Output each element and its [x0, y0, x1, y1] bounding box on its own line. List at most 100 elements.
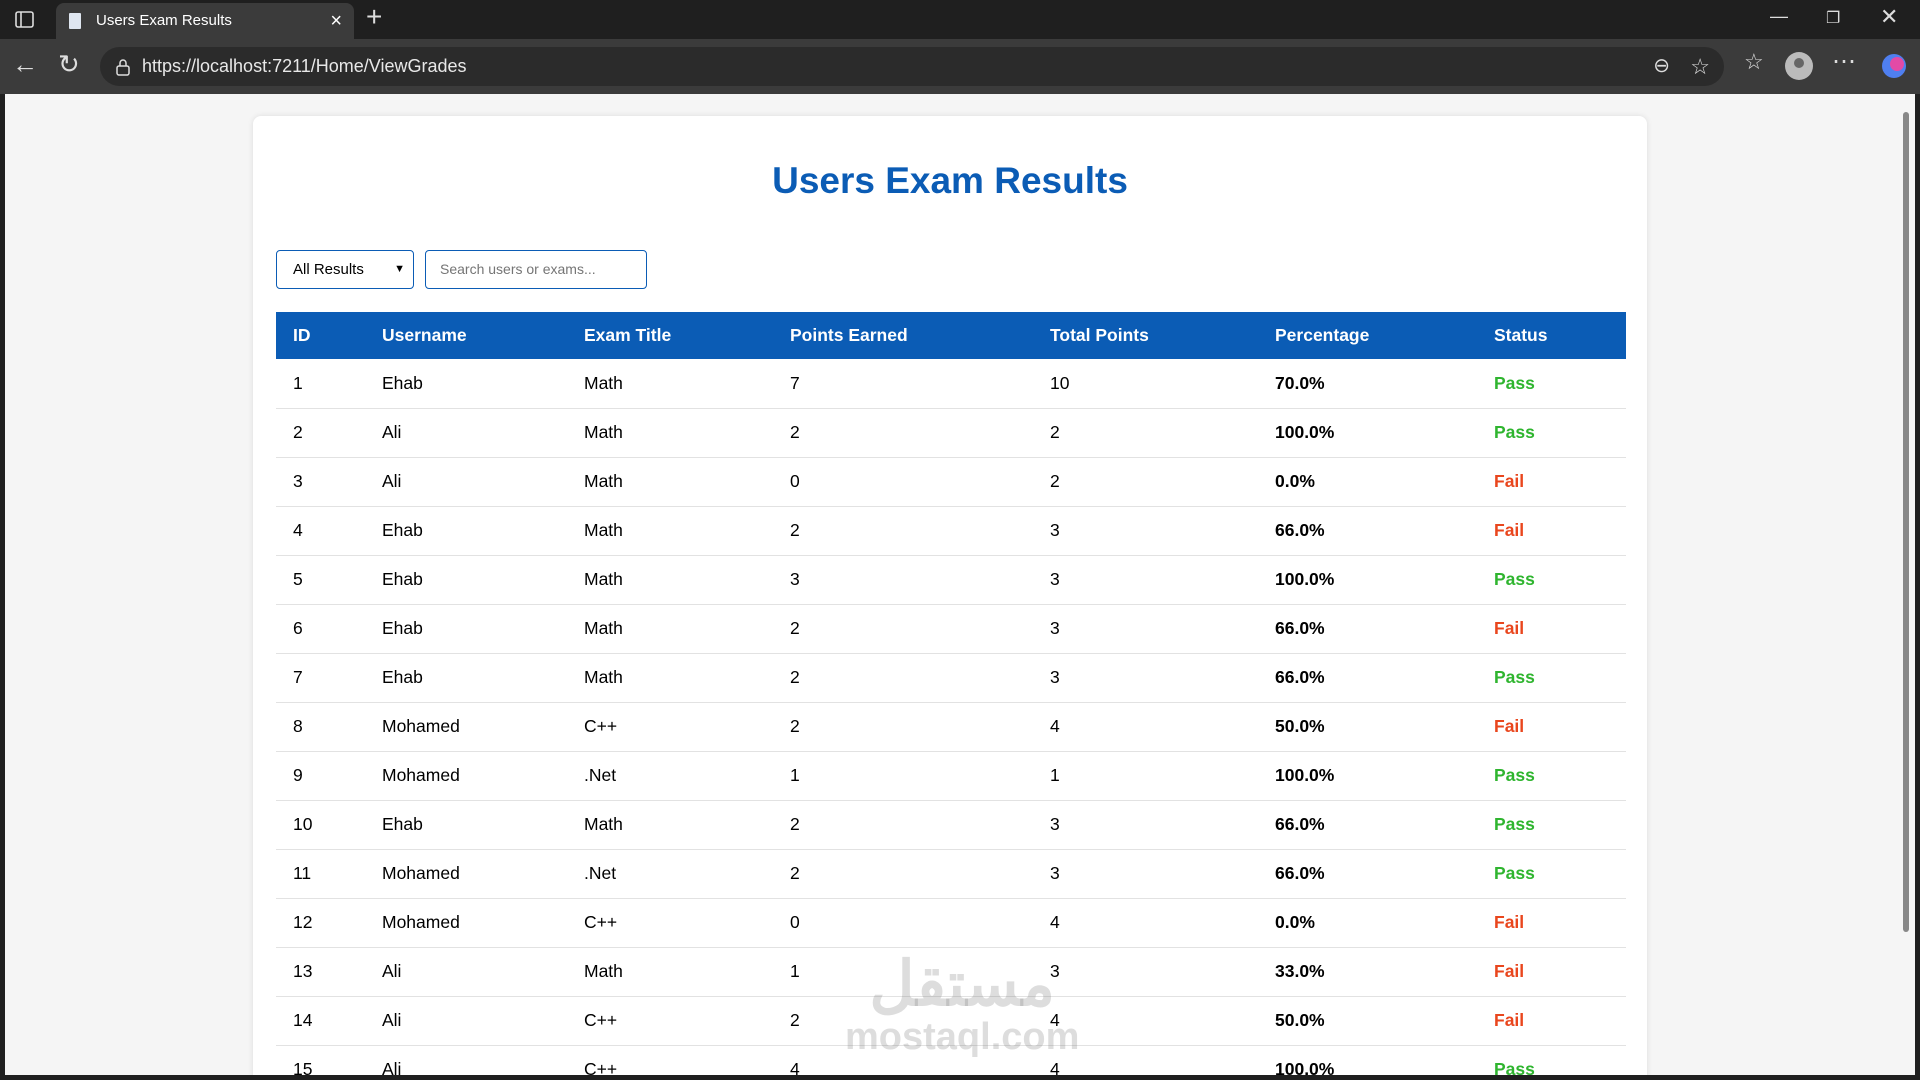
table-cell: 100.0%	[1258, 555, 1477, 605]
new-tab[interactable]: +	[366, 1, 383, 32]
table-cell: 11	[276, 849, 365, 899]
reload[interactable]: ↻	[58, 49, 80, 79]
table-cell: 33.0%	[1258, 947, 1477, 997]
table-cell: 3	[773, 555, 1033, 605]
table-cell: 0	[773, 457, 1033, 507]
table-row: 14 Ali C++ 2 4 50.0% Fail	[276, 996, 1626, 1046]
address-bar: ← ↻ https://localhost:7211/Home/ViewGrad…	[0, 39, 1920, 94]
table-cell: Ali	[365, 1045, 567, 1075]
card: Users Exam Results All Results ▼ Search u…	[253, 116, 1647, 1075]
table-cell: 4	[1033, 1045, 1258, 1075]
tab[interactable]: Users Exam Results ×	[56, 3, 354, 39]
table-cell: 2	[1033, 408, 1258, 458]
filter-value: All Results	[293, 261, 364, 278]
table-cell: Pass	[1477, 849, 1626, 899]
table-cell: 13	[276, 947, 365, 997]
table-cell: 0.0%	[1258, 898, 1477, 948]
table-row: 5 Ehab Math 3 3 100.0% Pass	[276, 555, 1626, 605]
tab-close[interactable]: ×	[330, 10, 342, 32]
table-cell: Math	[567, 506, 773, 556]
table-row: 8 Mohamed C++ 2 4 50.0% Fail	[276, 702, 1626, 752]
table-cell: Ehab	[365, 653, 567, 703]
table-cell: 10	[1033, 359, 1258, 409]
table-cell: Fail	[1477, 947, 1626, 997]
table-cell: 100.0%	[1258, 751, 1477, 801]
copilot[interactable]	[1880, 52, 1908, 80]
search-placeholder: Search users or exams...	[440, 261, 596, 277]
table-row: 3 Ali Math 0 2 0.0% Fail	[276, 457, 1626, 507]
table-cell: 3	[276, 457, 365, 507]
minimize[interactable]: —	[1770, 6, 1788, 26]
sidebar-icon[interactable]	[13, 8, 37, 32]
table-cell: Fail	[1477, 457, 1626, 507]
column-header: ID	[276, 312, 365, 359]
url: https://localhost:7211/Home/ViewGrades	[142, 56, 467, 76]
table-cell: 8	[276, 702, 365, 752]
filter-select[interactable]: All Results ▼	[276, 250, 414, 289]
table-cell: 2	[773, 408, 1033, 458]
table-cell: 2	[773, 849, 1033, 899]
table-cell: 14	[276, 996, 365, 1046]
tab-icon	[69, 13, 81, 29]
restore[interactable]: ❐	[1826, 10, 1841, 27]
table-cell: Pass	[1477, 653, 1626, 703]
search-input[interactable]: Search users or exams...	[425, 250, 647, 289]
table-cell: Mohamed	[365, 751, 567, 801]
table-cell: 100.0%	[1258, 1045, 1477, 1075]
table-cell: 2	[773, 653, 1033, 703]
table-cell: Fail	[1477, 702, 1626, 752]
table-cell: 66.0%	[1258, 604, 1477, 654]
table-cell: Math	[567, 457, 773, 507]
table-cell: Ehab	[365, 555, 567, 605]
table-row: 12 Mohamed C++ 0 4 0.0% Fail	[276, 898, 1626, 948]
scroll-thumb[interactable]	[1903, 112, 1909, 932]
table-row: 15 Ali C++ 4 4 100.0% Pass	[276, 1045, 1626, 1075]
table-cell: Math	[567, 555, 773, 605]
table-row: 1 Ehab Math 7 10 70.0% Pass	[276, 359, 1626, 409]
table-cell: 70.0%	[1258, 359, 1477, 409]
table-cell: 2	[773, 800, 1033, 850]
url-box[interactable]: https://localhost:7211/Home/ViewGrades ⊖…	[100, 47, 1724, 86]
table-row: 6 Ehab Math 2 3 66.0% Fail	[276, 604, 1626, 654]
table-cell: 1	[773, 947, 1033, 997]
table-row: 7 Ehab Math 2 3 66.0% Pass	[276, 653, 1626, 703]
table-cell: Math	[567, 800, 773, 850]
table-row: 11 Mohamed .Net 2 3 66.0% Pass	[276, 849, 1626, 899]
table-cell: 3	[1033, 604, 1258, 654]
table-cell: Ali	[365, 996, 567, 1046]
table-cell: 4	[276, 506, 365, 556]
tab-bar: Users Exam Results × + — ❐ ✕	[0, 0, 1920, 39]
table-cell: 50.0%	[1258, 702, 1477, 752]
table-cell: 4	[1033, 898, 1258, 948]
table-cell: 7	[276, 653, 365, 703]
table-cell: Mohamed	[365, 898, 567, 948]
table-cell: 3	[1033, 947, 1258, 997]
column-header: Total Points	[1033, 312, 1258, 359]
table-row: 2 Ali Math 2 2 100.0% Pass	[276, 408, 1626, 458]
table-cell: .Net	[567, 751, 773, 801]
back[interactable]: ←	[12, 49, 38, 79]
table-cell: Math	[567, 604, 773, 654]
table-cell: 3	[1033, 555, 1258, 605]
table-cell: C++	[567, 898, 773, 948]
table-cell: 4	[1033, 702, 1258, 752]
table-cell: 6	[276, 604, 365, 654]
table-cell: 2	[276, 408, 365, 458]
favorites[interactable]: ☆	[1744, 49, 1764, 74]
zoom[interactable]: ⊖	[1653, 55, 1670, 77]
table-cell: .Net	[567, 849, 773, 899]
table-cell: Pass	[1477, 1045, 1626, 1075]
table-cell: Fail	[1477, 604, 1626, 654]
table-cell: 2	[773, 506, 1033, 556]
profile[interactable]	[1784, 51, 1814, 81]
table-cell: Fail	[1477, 996, 1626, 1046]
table-cell: 9	[276, 751, 365, 801]
table-cell: 4	[773, 1045, 1033, 1075]
scrollbar[interactable]	[1897, 94, 1915, 1075]
close[interactable]: ✕	[1880, 4, 1899, 29]
table-cell: 2	[773, 702, 1033, 752]
favorite[interactable]: ☆	[1690, 54, 1710, 79]
menu[interactable]: ⋯	[1832, 48, 1856, 75]
table-cell: Pass	[1477, 555, 1626, 605]
